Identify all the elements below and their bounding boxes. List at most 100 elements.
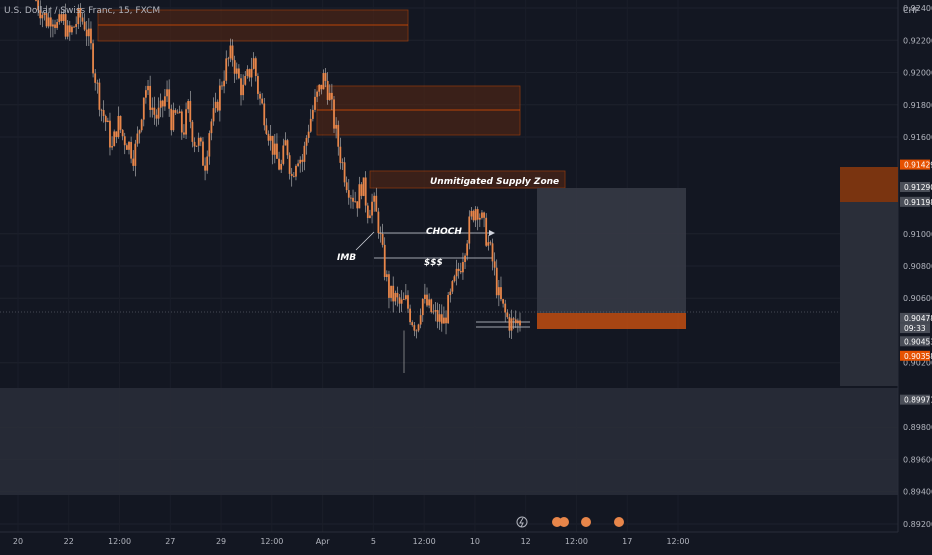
time-tick-label: 12:00 [260,537,283,546]
candle-body [235,68,238,74]
economic-event-icon[interactable] [552,517,562,527]
candle-body [159,100,162,108]
candle-body [237,68,240,79]
candle-body [212,108,215,122]
candle-body [457,268,460,272]
candle-body [415,330,418,332]
candle-body [375,195,378,212]
candle-body [400,299,403,304]
candle-body [115,131,118,138]
candle-body [426,294,428,306]
candle-body [504,303,507,313]
candle-body [170,108,173,131]
candle-body [419,315,422,325]
candle-body [512,318,515,320]
candle-body [66,25,69,37]
candle-body [54,24,56,28]
candle-body [227,58,230,60]
time-axis[interactable] [0,532,932,550]
candle-body [316,91,319,97]
demand-range-box [0,388,898,495]
candle-body [324,73,327,81]
candle-body [248,69,251,78]
candle-body [288,155,291,174]
candle-body [309,118,312,132]
time-axis-ticks: 20 22 12:00 27 29 12:00 Apr 5 12:00 10 12 12:00 17 12… [13,537,690,546]
candle-body [185,109,187,135]
candle-body [41,14,44,19]
candle-body [52,24,54,27]
candle-body [506,312,509,318]
price-tag [900,350,930,361]
candle-body [191,121,194,142]
candle-body [303,145,306,162]
candle-body [360,184,363,196]
candle-body [356,201,359,209]
candle-body [145,90,147,98]
candle-body [407,295,409,309]
candle-body [318,84,321,92]
time-tick-label: 17 [622,537,632,546]
entry-zone-box [537,313,686,329]
candle-body [45,13,48,27]
candle-body [417,324,420,331]
price-tag [900,196,930,207]
candle-body [280,163,283,170]
candle-body [455,268,458,277]
candle-body [164,96,166,107]
economic-event-icon-4[interactable] [614,517,624,527]
time-tick-label: 12:00 [666,537,689,546]
candle-body [311,109,314,119]
candle-body [68,25,71,33]
candle-body [47,17,50,27]
time-tick-label: 10 [470,537,480,546]
candle-body [206,156,209,171]
candle-body [261,98,264,104]
candle-body [352,197,354,202]
economic-event-icon-2[interactable] [559,517,569,527]
candle-body [233,60,236,74]
economic-event-icon-3[interactable] [581,517,591,527]
candle-body [362,177,365,196]
candle-body [246,69,249,77]
candle-body [153,107,156,115]
candle-body [326,80,329,100]
candle-body [438,314,441,322]
candle-body [301,159,304,162]
candle-body [187,101,190,110]
candle-body [328,92,331,100]
candle-body [510,318,513,331]
candle-body [481,212,483,218]
candle-body [119,115,122,130]
candle-body [358,184,361,209]
candle-body [487,242,490,246]
candle-body [500,287,502,300]
candle-body [369,215,371,219]
candle-body [383,244,386,278]
symbol-title[interactable]: U.S. Dollar / Swiss Franc, 15, FXCM [4,6,160,16]
candle-body [271,135,274,155]
candle-body [354,201,357,203]
lightning-event-icon[interactable] [516,516,528,528]
candle-body [151,107,154,110]
right-zone-gray [840,202,898,386]
candle-body [149,85,152,110]
candle-body [166,89,168,97]
candle-body [394,292,397,302]
candle-body [453,276,456,282]
candle-body [73,26,75,28]
candle-body [284,140,287,146]
price-axis[interactable] [898,0,932,550]
candle-body [229,45,232,59]
candle-body [147,85,149,91]
candle-body [140,119,143,131]
candle-body [290,173,293,176]
candle-body [495,267,498,296]
